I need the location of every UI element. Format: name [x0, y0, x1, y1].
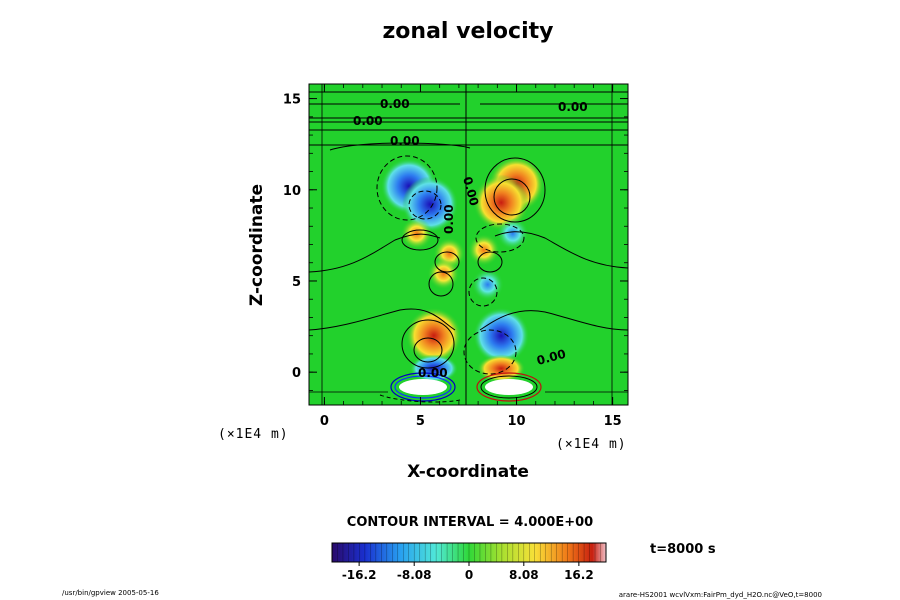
- y-tick-label: 0: [292, 366, 301, 381]
- velocity-extremum: [473, 174, 530, 231]
- colorbar-tick-label: 8.08: [509, 568, 539, 582]
- contour-label: 0.00: [353, 114, 383, 128]
- x-tick-label: 5: [416, 414, 425, 429]
- velocity-extremum: [467, 233, 500, 266]
- velocity-extremum: [471, 268, 504, 301]
- time-label: t=8000 s: [650, 542, 716, 557]
- contour-label: 0.00: [442, 204, 456, 234]
- x-tick-label: 10: [507, 414, 525, 429]
- x-unit-left: (×1E4 m): [218, 427, 289, 442]
- velocity-extremum: [400, 217, 433, 250]
- plot-background: [309, 84, 628, 405]
- contour-label: 0.00: [418, 366, 448, 380]
- core-left: [399, 379, 447, 395]
- contour-interval: CONTOUR INTERVAL = 4.000E+00: [347, 515, 593, 530]
- contour-labels: 0.00 0.00 0.00 0.00 0.00 0.00 0.00 0.00: [353, 97, 588, 380]
- velocity-extremum: [496, 217, 529, 250]
- x-unit-right: (×1E4 m): [556, 437, 627, 452]
- y-axis: 0 5 10 15: [283, 93, 628, 391]
- chart-title: zonal velocity: [383, 19, 554, 44]
- velocity-extremum: [427, 257, 460, 290]
- x-tick-label: 0: [320, 414, 329, 429]
- contour-lines: [309, 84, 628, 405]
- y-tick-label: 15: [283, 93, 301, 108]
- contour-label: 0.00: [380, 97, 410, 111]
- core-right: [485, 379, 533, 395]
- colorbar-tick-label: 16.2: [564, 568, 594, 582]
- colorbar-ticks: -16.2 -8.08 0 8.08 16.2: [342, 562, 594, 582]
- colorbar-tick-label: -16.2: [342, 568, 377, 582]
- x-tick-label: 15: [604, 414, 622, 429]
- contour-label: 0.00: [558, 100, 588, 114]
- colorbar-tick-label: -8.08: [397, 568, 432, 582]
- footer-left: /usr/bin/gpview 2005-05-16: [62, 589, 159, 597]
- plot-area: 0.00 0.00 0.00 0.00 0.00 0.00 0.00 0.00: [309, 84, 628, 405]
- y-tick-label: 5: [292, 275, 301, 290]
- x-axis-label: X-coordinate: [407, 462, 529, 482]
- colorbar-tick-label: 0: [465, 568, 473, 582]
- colorbar-divisions: [337, 543, 601, 562]
- contour-label: 0.00: [390, 134, 420, 148]
- velocity-extremum: [405, 307, 462, 364]
- y-tick-label: 10: [283, 184, 301, 199]
- y-axis-label: Z-coordinate: [247, 184, 267, 306]
- velocity-extremum: [473, 307, 530, 364]
- footer-right: arare-HS2001 wcvlVxm:FairPm_dyd_H2O.nc@V…: [619, 591, 822, 599]
- x-axis: 0 5 10 15: [320, 84, 622, 429]
